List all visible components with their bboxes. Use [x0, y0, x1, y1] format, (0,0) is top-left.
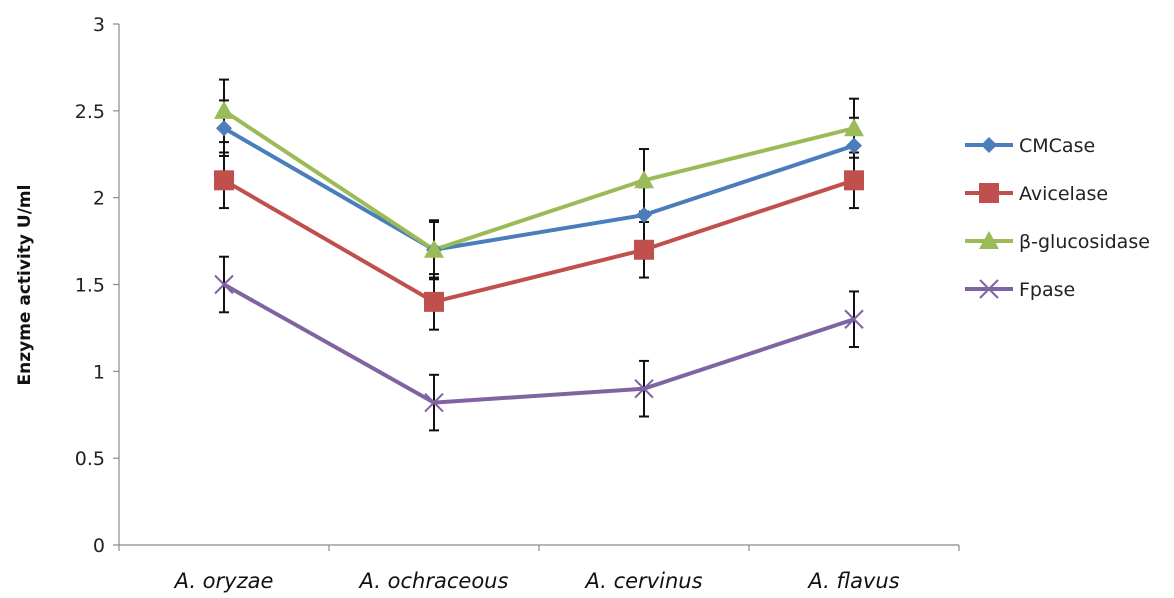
x-tick-label: A. oryzae — [173, 569, 274, 593]
x-tick-label: A. ochraceous — [358, 569, 509, 593]
y-tick-label: 1.5 — [75, 275, 105, 297]
series-line — [222, 178, 855, 304]
legend-item: CMCase — [965, 135, 1095, 157]
y-axis-title: Enzyme activity U/ml — [15, 185, 35, 386]
axes: 0 0.5 1 1.5 2 2.5 3 A. oryzae A. ochraceous A. ce… — [75, 14, 960, 593]
series-line — [222, 109, 855, 252]
data-point — [844, 309, 864, 329]
data-point — [979, 279, 999, 299]
data-point — [981, 137, 997, 153]
y-tick-label: 0 — [93, 535, 105, 557]
data-point-stroke — [844, 309, 864, 329]
legend: CMCase Avicelase β-glucosidase Fpase — [965, 135, 1150, 301]
legend-item: Fpase — [965, 279, 1075, 301]
data-point — [846, 137, 862, 154]
y-tick-label: 1 — [93, 361, 105, 383]
data-point — [424, 239, 444, 258]
x-tick-label: A. cervinus — [583, 569, 702, 593]
series-markers — [214, 100, 864, 413]
y-tick-label: 2 — [93, 188, 105, 210]
legend-label: β-glucosidase — [1019, 231, 1150, 253]
data-point — [214, 100, 234, 119]
data-point — [844, 170, 864, 191]
data-point — [979, 183, 999, 203]
legend-label: Avicelase — [1019, 183, 1108, 205]
data-point — [634, 239, 654, 260]
x-tick-label: A. flavus — [806, 569, 899, 593]
data-point — [634, 378, 654, 399]
y-tick-label: 2.5 — [75, 101, 105, 123]
data-point — [424, 392, 444, 413]
data-point-stroke — [424, 392, 444, 413]
data-point-stroke — [979, 279, 999, 299]
data-point — [979, 231, 999, 249]
data-point-stroke — [214, 274, 234, 295]
data-point-stroke — [634, 378, 654, 399]
series-line — [222, 126, 855, 252]
data-point — [214, 274, 234, 295]
error-bars — [219, 78, 859, 432]
series-line — [223, 282, 855, 405]
y-tick-label: 0.5 — [75, 448, 105, 470]
series-lines — [222, 109, 855, 405]
data-point — [636, 207, 652, 224]
data-point — [424, 291, 444, 312]
legend-label: Fpase — [1019, 279, 1075, 301]
data-point — [844, 118, 864, 137]
data-point — [214, 170, 234, 191]
legend-item: β-glucosidase — [965, 231, 1150, 253]
legend-item: Avicelase — [965, 183, 1108, 205]
y-tick-label: 3 — [93, 14, 105, 36]
data-point — [216, 120, 232, 137]
legend-label: CMCase — [1019, 135, 1095, 157]
data-point — [634, 170, 654, 189]
